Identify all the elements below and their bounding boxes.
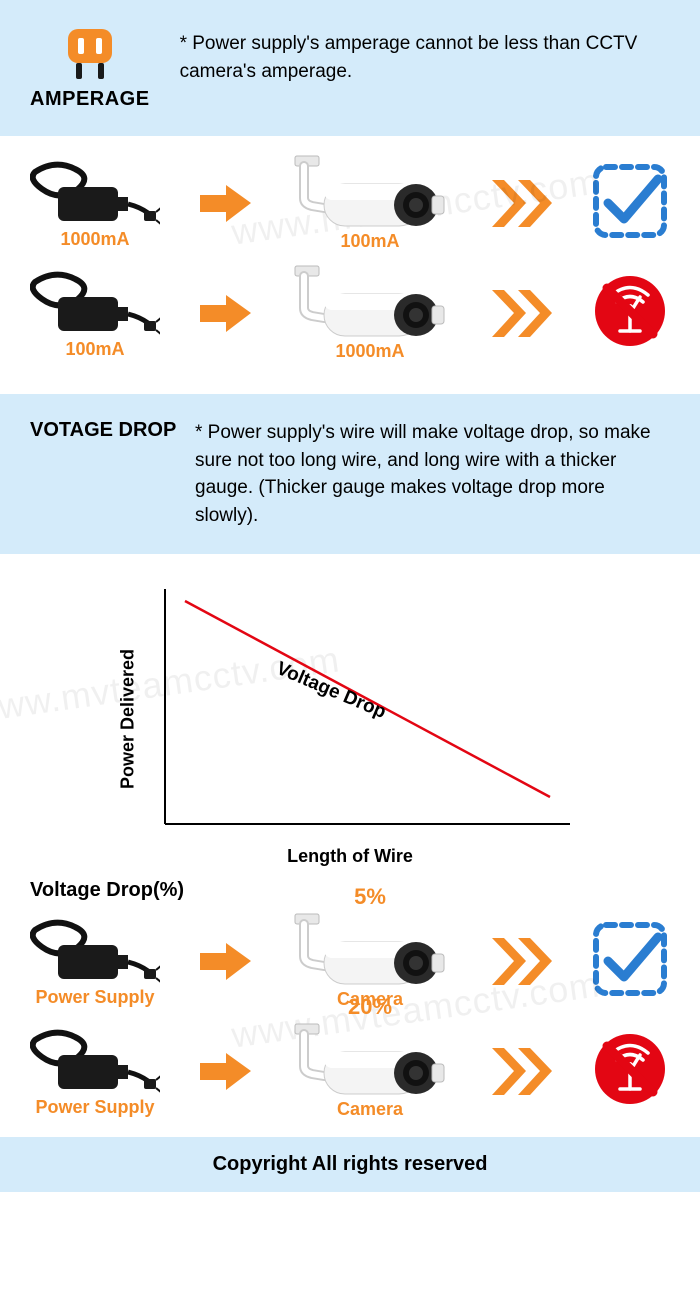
chart-ylabel: Power Delivered xyxy=(118,649,139,789)
no-signal-fail-icon xyxy=(590,1029,670,1109)
amperage-comparison: www.mvteamcctv.com 1000mA 100mA xyxy=(0,136,700,394)
camera-label: Camera xyxy=(337,1099,403,1120)
arrow-right-icon xyxy=(198,181,253,226)
voltage-drop-pct-badge: 20% xyxy=(348,994,392,1020)
voltage-chart: Power Delivered Length of Wire Voltage D… xyxy=(110,579,590,859)
voltage-drop-pct-section: www.mvteamcctv.com Voltage Drop(%) Power… xyxy=(0,869,700,1137)
cctv-camera-icon xyxy=(290,264,450,339)
cctv-camera-icon xyxy=(290,912,450,987)
power-supply-label: 1000mA xyxy=(60,229,129,250)
camera-label: 1000mA xyxy=(335,341,404,362)
power-supply-label: Power Supply xyxy=(35,987,154,1008)
camera-block: 20% Camera xyxy=(290,1022,450,1120)
voltage-title: VOTAGE DROP xyxy=(30,419,185,442)
power-supply-block: 1000mA xyxy=(30,157,160,250)
no-signal-fail-icon xyxy=(590,271,670,351)
result-block xyxy=(590,919,670,1004)
power-supply-label: 100mA xyxy=(65,339,124,360)
double-chevron-right-icon xyxy=(488,1044,553,1099)
cctv-camera-icon xyxy=(290,1022,450,1097)
double-chevron-right-icon xyxy=(488,176,553,231)
camera-label: 100mA xyxy=(340,231,399,252)
camera-block: 1000mA xyxy=(290,264,450,362)
double-chevron-right-icon xyxy=(488,286,553,341)
voltage-note: * Power supply's wire will make voltage … xyxy=(195,419,670,529)
chart-xlabel: Length of Wire xyxy=(287,846,413,867)
amperage-note: * Power supply's amperage cannot be less… xyxy=(180,20,670,85)
power-supply-block: Power Supply xyxy=(30,915,160,1008)
arrow-right-icon xyxy=(198,939,253,984)
voltage-drop-pct-badge: 5% xyxy=(354,884,386,910)
amperage-icon-block: AMPERAGE xyxy=(30,20,150,111)
power-adapter-icon xyxy=(30,267,160,337)
power-supply-label: Power Supply xyxy=(35,1097,154,1118)
amperage-header: AMPERAGE * Power supply's amperage canno… xyxy=(0,0,700,136)
comparison-row: Power Supply 20% Camera xyxy=(30,1022,670,1120)
voltage-header-section: VOTAGE DROP * Power supply's wire will m… xyxy=(0,394,700,554)
power-supply-block: Power Supply xyxy=(30,1025,160,1118)
voltage-drop-pct-title: Voltage Drop(%) xyxy=(30,879,670,902)
plug-icon xyxy=(60,25,120,80)
comparison-row: 100mA 1000mA xyxy=(30,264,670,362)
check-ok-icon xyxy=(590,161,670,241)
power-adapter-icon xyxy=(30,915,160,985)
arrow-right-icon xyxy=(198,291,253,336)
camera-block: 100mA xyxy=(290,154,450,252)
page-root: AMPERAGE * Power supply's amperage canno… xyxy=(0,0,700,1192)
chart-svg xyxy=(110,579,590,859)
arrow-right-icon xyxy=(198,1049,253,1094)
amperage-title: AMPERAGE xyxy=(30,88,150,111)
voltage-header: VOTAGE DROP * Power supply's wire will m… xyxy=(30,419,670,529)
power-supply-block: 100mA xyxy=(30,267,160,360)
power-adapter-icon xyxy=(30,157,160,227)
footer-copyright: Copyright All rights reserved xyxy=(0,1137,700,1192)
power-adapter-icon xyxy=(30,1025,160,1095)
double-chevron-right-icon xyxy=(488,934,553,989)
cctv-camera-icon xyxy=(290,154,450,229)
voltage-chart-section: www.mvteamcctv.com Power Delivered Lengt… xyxy=(0,554,700,869)
comparison-row: 1000mA 100mA xyxy=(30,154,670,252)
check-ok-icon xyxy=(590,919,670,999)
result-block xyxy=(590,271,670,356)
result-block xyxy=(590,1029,670,1114)
result-block xyxy=(590,161,670,246)
